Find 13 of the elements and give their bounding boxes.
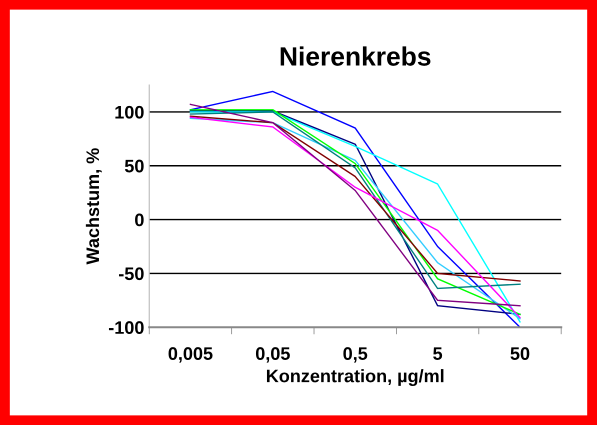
x-axis-title: Konzentration, µg/ml [266, 369, 444, 386]
y-tick-label: 100 [115, 106, 144, 119]
y-tick-label: 0 [135, 214, 144, 226]
y-tick-label: -100 [108, 321, 144, 334]
x-tick-label: 5 [433, 347, 442, 360]
x-tick-label: 50 [510, 347, 530, 360]
y-tick-label: 50 [124, 160, 144, 172]
y-tick-label: -50 [119, 267, 144, 280]
x-tick-label: 0,05 [256, 347, 290, 363]
x-tick-label: 0,5 [343, 347, 368, 363]
chart-title: Nierenkrebs [280, 46, 430, 66]
x-tick-label: 0,005 [168, 347, 213, 363]
y-axis-title: Wachstum, % [86, 148, 102, 264]
